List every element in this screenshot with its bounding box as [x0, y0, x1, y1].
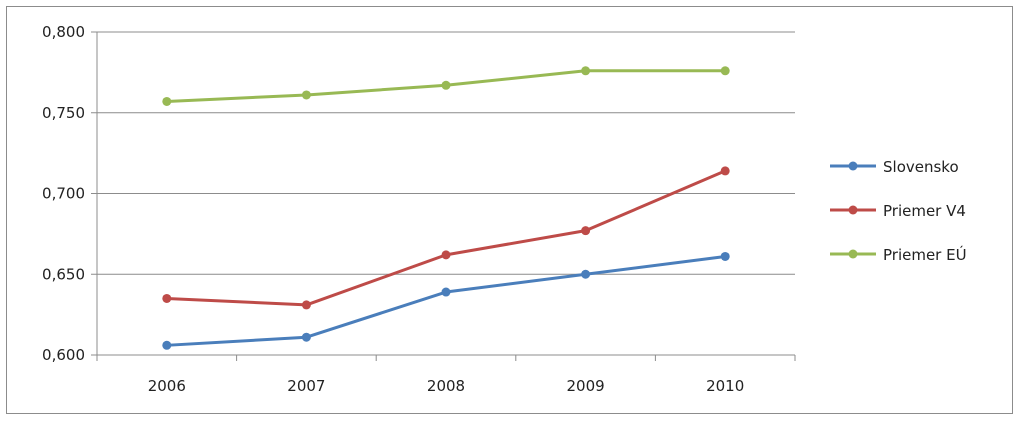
data-point	[581, 226, 591, 236]
x-tick-label: 2006	[148, 377, 186, 395]
y-tick-label: 0,650	[42, 265, 85, 283]
data-point	[720, 166, 730, 176]
legend-label: Priemer EÚ	[883, 245, 967, 264]
series-2	[162, 166, 730, 310]
data-point	[441, 250, 451, 260]
gridlines	[97, 31, 795, 275]
legend-label: Slovensko	[883, 158, 959, 176]
y-tick-label: 0,600	[42, 346, 85, 364]
x-tick-label: 2009	[567, 377, 605, 395]
data-point	[301, 90, 311, 100]
series-group	[162, 66, 730, 350]
series-1	[162, 251, 730, 350]
legend-marker	[848, 161, 858, 171]
legend-marker	[848, 205, 858, 215]
x-tick-label: 2008	[427, 377, 465, 395]
data-point	[581, 66, 591, 76]
data-point	[301, 300, 311, 310]
legend-item: Priemer V4	[830, 202, 966, 220]
data-point	[162, 340, 172, 350]
x-tick-label: 2007	[287, 377, 325, 395]
data-point	[720, 251, 730, 261]
tick-labels: 0,600 0,650 0,700 0,750 0,800 2006 2007 2008 200…	[42, 23, 744, 395]
data-point	[301, 332, 311, 342]
data-point	[162, 96, 172, 106]
legend-item: Priemer EÚ	[830, 245, 967, 264]
legend: Slovensko Priemer V4 Priemer EÚ	[830, 158, 967, 264]
data-point	[720, 66, 730, 76]
data-point	[441, 287, 451, 297]
data-point	[441, 80, 451, 90]
axes	[91, 31, 796, 361]
legend-marker	[848, 249, 858, 259]
series-3	[162, 66, 730, 106]
y-tick-label: 0,750	[42, 104, 85, 122]
y-tick-label: 0,700	[42, 185, 85, 203]
data-point	[162, 293, 172, 303]
legend-item: Slovensko	[830, 158, 959, 176]
x-tick-label: 2010	[706, 377, 744, 395]
legend-label: Priemer V4	[883, 202, 966, 220]
series-line	[166, 169, 726, 307]
data-point	[581, 269, 591, 279]
y-tick-label: 0,800	[42, 23, 85, 41]
